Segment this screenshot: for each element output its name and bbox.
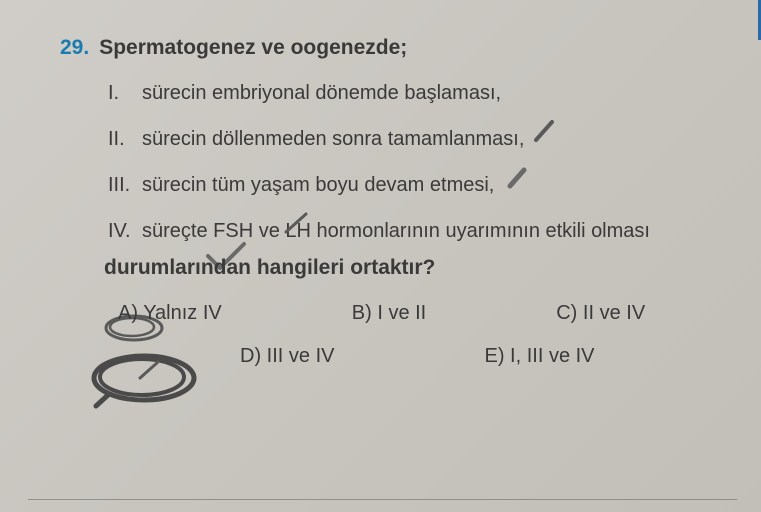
option-a-text: Yalnız IV	[143, 302, 222, 324]
option-b-text: I ve II	[377, 302, 426, 324]
item-1-num: I.	[108, 82, 142, 105]
option-d: D) III ve IV	[240, 345, 334, 368]
item-1-text: sürecin embriyonal dönemde başlaması,	[142, 78, 501, 108]
pencil-strike-option-a-text	[136, 358, 164, 384]
option-c: C) II ve IV	[556, 302, 645, 325]
item-2-num: II.	[108, 128, 142, 151]
option-d-text: III ve IV	[267, 345, 335, 367]
option-e-text: I, III ve IV	[510, 345, 594, 367]
item-4-text: süreçte FSH ve LH hormonlarının uyarımın…	[142, 216, 650, 246]
option-e: E) I, III ve IV	[484, 345, 594, 368]
question-block: 29. Spermatogenez ve oogenezde; I. sürec…	[0, 0, 761, 388]
item-4-num: IV.	[108, 220, 142, 243]
question-prompt: durumlarından hangileri ortaktır?	[104, 256, 711, 280]
question-title: Spermatogenez ve oogenezde;	[99, 36, 407, 60]
item-2-text: sürecin döllenmeden sonra tamamlanması,	[142, 124, 524, 154]
item-1: I. sürecin embriyonal dönemde başlaması,	[108, 78, 711, 108]
option-c-text: II ve IV	[583, 302, 645, 324]
item-3-text: sürecin tüm yaşam boyu devam etmesi,	[142, 170, 494, 200]
options-row-1: A) Yalnız IV B) I ve II C) II ve IV	[118, 302, 711, 325]
pencil-circle-option-a	[88, 350, 208, 410]
item-3-num: III.	[108, 174, 142, 197]
options-row-2: D) III ve IV E) I, III ve IV	[240, 345, 711, 368]
item-3: III. sürecin tüm yaşam boyu devam etmesi…	[108, 170, 711, 200]
pencil-tick-item2	[532, 118, 558, 146]
item-4: IV. süreçte FSH ve LH hormonlarının uyar…	[108, 216, 711, 246]
question-header: 29. Spermatogenez ve oogenezde;	[60, 36, 711, 60]
option-a: A) Yalnız IV	[118, 302, 222, 325]
pencil-tick-item3	[506, 166, 530, 192]
bottom-divider	[28, 499, 737, 500]
item-2: II. sürecin döllenmeden sonra tamamlanma…	[108, 124, 711, 154]
option-b: B) I ve II	[352, 302, 426, 325]
question-number: 29.	[60, 36, 89, 60]
